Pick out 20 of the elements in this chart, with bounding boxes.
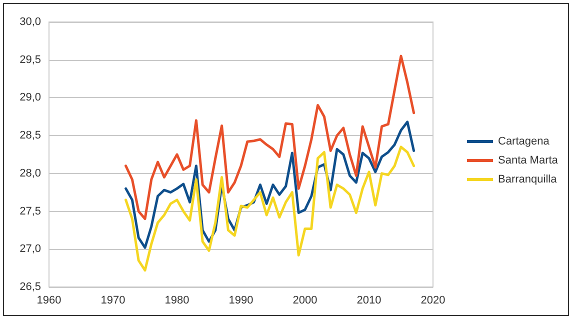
line-series bbox=[124, 146, 416, 272]
y-tick-label: 26,5 bbox=[20, 281, 41, 293]
legend-label: Santa Marta bbox=[498, 154, 559, 166]
line-series bbox=[124, 54, 416, 220]
legend-label: Barranquilla bbox=[498, 174, 558, 186]
y-tick-label: 30,0 bbox=[20, 16, 41, 28]
y-tick-label: 29,0 bbox=[20, 92, 41, 104]
x-tick-label: 2010 bbox=[356, 294, 382, 306]
x-tick-label: 1990 bbox=[228, 294, 254, 306]
y-tick-label: 27,5 bbox=[20, 205, 41, 218]
x-tick-label: 1980 bbox=[164, 294, 190, 306]
x-tick-label: 1960 bbox=[36, 294, 62, 306]
x-tick-label: 2000 bbox=[292, 294, 318, 306]
legend-label: Cartagena bbox=[498, 136, 550, 148]
x-tick-label: 2020 bbox=[420, 294, 446, 306]
x-tick-label: 1970 bbox=[100, 294, 126, 306]
y-tick-label: 28,0 bbox=[20, 167, 41, 180]
y-tick-label: 28,5 bbox=[20, 130, 41, 142]
y-tick-label: 27,0 bbox=[20, 243, 41, 256]
y-tick-label: 29,5 bbox=[20, 54, 41, 66]
